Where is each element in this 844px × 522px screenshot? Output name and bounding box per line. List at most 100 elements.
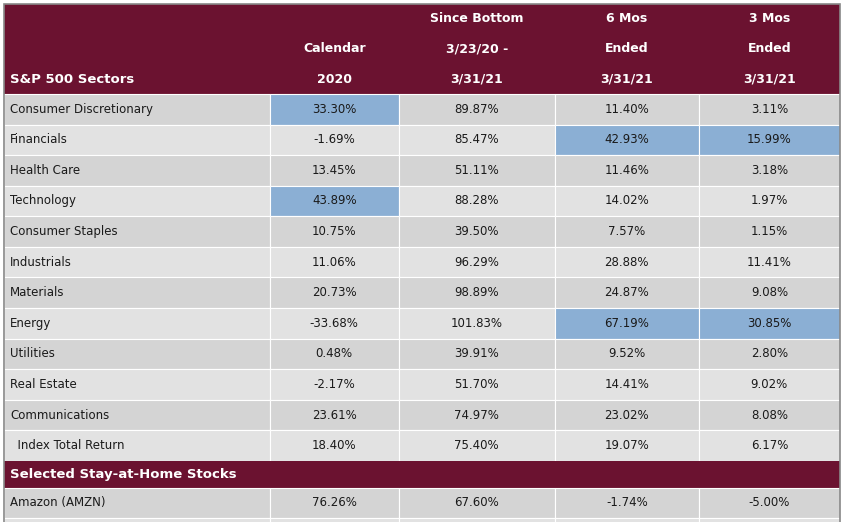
Text: Financials: Financials [10,133,68,146]
Text: -33.68%: -33.68% [310,317,359,330]
Bar [398,488,555,518]
Text: 10.75%: 10.75% [312,225,356,238]
Bar [555,488,699,518]
Bar [555,186,699,216]
Bar [4,400,270,430]
Text: 23.02%: 23.02% [604,409,649,422]
Bar [398,125,555,155]
Bar [398,94,555,125]
Text: 88.28%: 88.28% [455,195,499,207]
Bar [699,155,840,186]
Bar [699,186,840,216]
Text: 24.87%: 24.87% [604,286,649,299]
Bar [699,400,840,430]
Text: 3.18%: 3.18% [751,164,788,177]
Bar [699,247,840,278]
Text: 2.80%: 2.80% [751,348,788,360]
Text: 3 Mos: 3 Mos [749,13,790,26]
Text: 8.08%: 8.08% [751,409,787,422]
Text: Utilities: Utilities [10,348,55,360]
Text: Consumer Discretionary: Consumer Discretionary [10,103,153,116]
Text: -5.00%: -5.00% [749,496,790,509]
Text: 19.07%: 19.07% [604,439,649,452]
Text: Technology: Technology [10,195,76,207]
Text: 18.40%: 18.40% [312,439,356,452]
Text: 101.83%: 101.83% [451,317,503,330]
Bar [4,461,840,488]
Text: Industrials: Industrials [10,256,72,269]
Bar [699,125,840,155]
Bar [4,155,270,186]
Bar [270,518,398,522]
Text: 51.70%: 51.70% [454,378,499,391]
Bar [4,308,270,339]
Text: Materials: Materials [10,286,64,299]
Text: Selected Stay-at-Home Stocks: Selected Stay-at-Home Stocks [10,468,236,481]
Text: 39.91%: 39.91% [454,348,499,360]
Text: 2020: 2020 [316,73,352,86]
Bar [270,125,398,155]
Bar [699,430,840,461]
Bar [555,94,699,125]
Bar [4,430,270,461]
Bar [270,216,398,247]
Bar [699,339,840,369]
Text: 67.19%: 67.19% [604,317,649,330]
Bar [398,400,555,430]
Text: 67.60%: 67.60% [454,496,499,509]
Bar [555,278,699,308]
Bar [4,518,270,522]
Text: 14.02%: 14.02% [604,195,649,207]
Bar [398,518,555,522]
Text: -1.69%: -1.69% [313,133,355,146]
Text: 1.97%: 1.97% [750,195,788,207]
Bar [4,339,270,369]
Text: Communications: Communications [10,409,109,422]
Text: 14.41%: 14.41% [604,378,649,391]
Text: 9.02%: 9.02% [750,378,788,391]
Text: 76.26%: 76.26% [311,496,357,509]
Text: 33.30%: 33.30% [312,103,356,116]
Text: -2.17%: -2.17% [313,378,355,391]
Text: 9.52%: 9.52% [609,348,646,360]
Text: 42.93%: 42.93% [604,133,649,146]
Text: 98.89%: 98.89% [454,286,499,299]
Text: 75.40%: 75.40% [454,439,499,452]
Bar [4,278,270,308]
Bar [398,278,555,308]
Text: 85.47%: 85.47% [454,133,499,146]
Bar [555,125,699,155]
Bar [555,339,699,369]
Text: Amazon (AMZN): Amazon (AMZN) [10,496,106,509]
Bar [4,4,840,94]
Bar [699,308,840,339]
Bar [398,186,555,216]
Bar [555,308,699,339]
Text: Index Total Return: Index Total Return [10,439,125,452]
Text: 89.87%: 89.87% [454,103,499,116]
Text: Ended: Ended [748,42,791,55]
Bar [699,278,840,308]
Text: Calendar: Calendar [303,42,365,55]
Text: Ended: Ended [605,42,649,55]
Bar [270,155,398,186]
Text: 20.73%: 20.73% [312,286,356,299]
Text: 1.15%: 1.15% [750,225,788,238]
Bar [699,216,840,247]
Text: 11.40%: 11.40% [604,103,649,116]
Bar [555,369,699,400]
Bar [4,488,270,518]
Bar [270,369,398,400]
Text: 15.99%: 15.99% [747,133,792,146]
Bar [398,369,555,400]
Text: 6.17%: 6.17% [750,439,788,452]
Bar [4,369,270,400]
Text: Energy: Energy [10,317,51,330]
Text: 30.85%: 30.85% [747,317,792,330]
Bar [555,518,699,522]
Bar [555,400,699,430]
Bar [398,339,555,369]
Text: 3/31/21: 3/31/21 [743,73,796,86]
Bar [270,308,398,339]
Bar [270,400,398,430]
